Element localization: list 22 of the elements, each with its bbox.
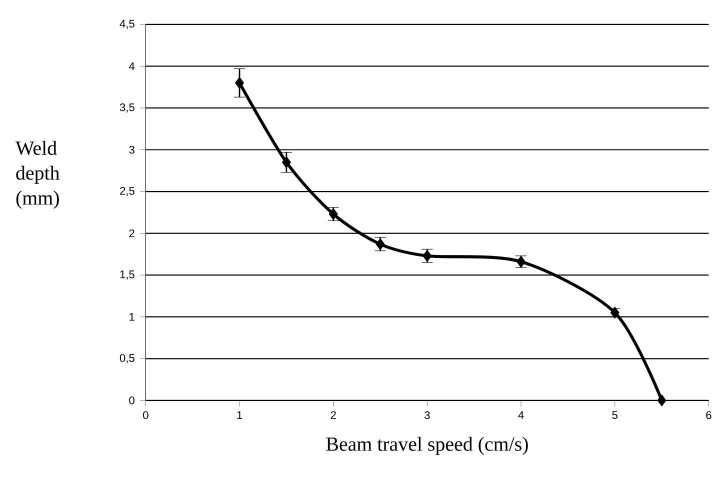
point [282,156,291,168]
x-tick-label: 3 [424,411,430,420]
x-tick-label: 5 [612,411,618,419]
y-tick-label: 4 [128,62,135,70]
y-tick-label: 3,5 [120,103,134,113]
y-tick-label: 2,5 [120,186,134,196]
x-tick-label: 4 [518,411,524,419]
y-tick-label: 4,5 [120,20,134,29]
y-tick-label: 3 [129,146,134,154]
y-tick-label: 1,5 [120,270,134,280]
y-tick-label: 0 [129,396,134,404]
point [235,77,244,89]
y-tick-label: 1 [130,313,134,321]
x-tick-label: 0 [143,411,148,420]
y-tick-label: 0,5 [120,354,134,364]
y-tick-label: 2 [129,229,134,238]
x-tick-label: 2 [330,411,336,419]
x-tick-label: 6 [706,411,712,420]
point [657,394,666,406]
x-axis-title: Beam travel speed (cm/s) [326,436,528,455]
x-tick-label: 1 [237,411,242,419]
y-axis-title: Weld depth (mm) [16,140,60,209]
